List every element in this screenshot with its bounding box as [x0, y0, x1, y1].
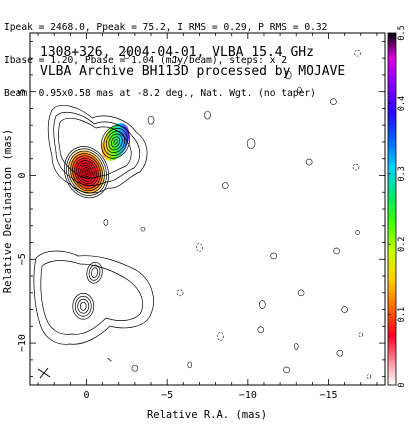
x-tick-label: −5 [161, 390, 173, 401]
x-tick-label: 0 [83, 390, 89, 401]
noise-contour [355, 230, 360, 235]
noise-contour [176, 289, 184, 297]
colorbar-label: 0.5 [397, 25, 407, 40]
y-tick-label: 0 [17, 172, 28, 178]
core-contour [70, 153, 103, 192]
plot-title-line-1: 1308+326, 2004-04-01, VLBA 15.4 GHz [40, 45, 314, 60]
noise-contour [123, 50, 131, 60]
colorbar [387, 32, 397, 386]
jet-contour [113, 139, 118, 145]
noise-contour [354, 49, 361, 57]
header-line-2: Ibase = 1.20, Pbase = 1.04 (mJy/beam), s… [4, 55, 288, 66]
core-contour [72, 155, 101, 189]
south-knot-2-contour [86, 261, 103, 284]
colorbar-label: 0.4 [397, 96, 407, 111]
header-text: Ipeak = 2468.0, Ppeak = 75.2, I RMS = 0.… [4, 0, 404, 110]
contour-map [33, 49, 372, 379]
jet-contour [110, 136, 121, 148]
x-tick-label: −10 [239, 390, 257, 401]
jet-contour [108, 133, 123, 151]
noise-contour [336, 349, 344, 357]
noise-contour [259, 300, 266, 309]
noise-contour [293, 343, 299, 350]
beam-symbol [37, 367, 51, 379]
core-contour [84, 169, 89, 175]
core-contour [76, 160, 97, 185]
core-contour [68, 150, 105, 194]
y-tick-label: −10 [17, 334, 28, 352]
south-knot-contour [72, 292, 95, 320]
south-envelope-contour [40, 260, 143, 335]
plot-title-line-2: VLBA Archive BH113D processed by MOJAVE [40, 64, 345, 79]
noise-contour [270, 252, 277, 260]
south-knot-contour [77, 298, 90, 314]
south-knot-2-contour [88, 264, 101, 281]
noise-contour [284, 70, 292, 80]
south-knot-contour [79, 301, 87, 311]
noise-contour [147, 115, 155, 125]
contour-lines [33, 105, 154, 345]
noise-contour [140, 226, 146, 232]
noise-contours [103, 49, 372, 379]
noise-contour [358, 332, 364, 338]
y-tick-labels: 5 0 −5 −10 [17, 89, 28, 352]
envelope-contour [58, 117, 132, 179]
noise-contour [283, 366, 290, 374]
jet-contour [101, 125, 131, 159]
x-tick-label: −15 [319, 390, 337, 401]
noise-contour [103, 219, 109, 226]
header-line-1: Ipeak = 2468.0, Ppeak = 75.2, I RMS = 0.… [4, 22, 328, 33]
noise-contour [297, 86, 302, 94]
noise-contour [366, 374, 372, 379]
noise-contour [217, 332, 224, 341]
noise-contour [246, 138, 256, 149]
y-axis-title: Relative Declination (mas) [2, 129, 14, 293]
jet-contour [103, 128, 128, 156]
core-contour [80, 164, 93, 180]
x-tick-labels: 0 −5 −10 −15 [83, 390, 337, 401]
colorbar-labels: 0 0.1 0.2 0.3 0.4 0.5 [388, 25, 407, 388]
noise-contour [187, 361, 193, 369]
noise-contour [196, 243, 203, 252]
plot-frame [29, 32, 386, 386]
noise-contour [297, 289, 305, 297]
colorbar-label: 0.2 [397, 237, 407, 252]
envelope-contour [47, 105, 148, 194]
x-axis-title: Relative R.A. (mas) [147, 409, 267, 421]
header-line-3: Beam: 0.95x0.58 mas at -8.2 deg., Nat. W… [4, 88, 316, 99]
core-contour [82, 167, 91, 177]
noise-contour [333, 247, 340, 255]
colorbar-label: 0.3 [397, 166, 407, 181]
noise-contour [204, 110, 211, 120]
core-contour [66, 148, 107, 196]
y-tick-label: 5 [17, 89, 28, 95]
noise-contour [257, 326, 265, 333]
noise-contour [131, 364, 139, 372]
core-contour [64, 146, 109, 199]
noise-contour [341, 306, 348, 313]
noise-contour [305, 158, 313, 166]
axis-ticks [30, 33, 385, 385]
south-knot-contour [74, 295, 92, 317]
noise-contour [352, 163, 360, 171]
y-tick-label: −5 [17, 253, 28, 265]
colorbar-label: 0.1 [397, 307, 407, 322]
core-contour [78, 162, 95, 182]
noise-contour [107, 357, 112, 362]
noise-contour [171, 56, 179, 64]
south-envelope-contour [33, 250, 154, 345]
south-knot-2-contour [91, 267, 98, 278]
colorbar-label: 0 [397, 382, 407, 387]
envelope-contour [53, 112, 141, 186]
core-polarization-fill [67, 148, 106, 196]
jet-contour [105, 130, 126, 154]
noise-contour [221, 182, 229, 189]
noise-contour [330, 98, 337, 106]
